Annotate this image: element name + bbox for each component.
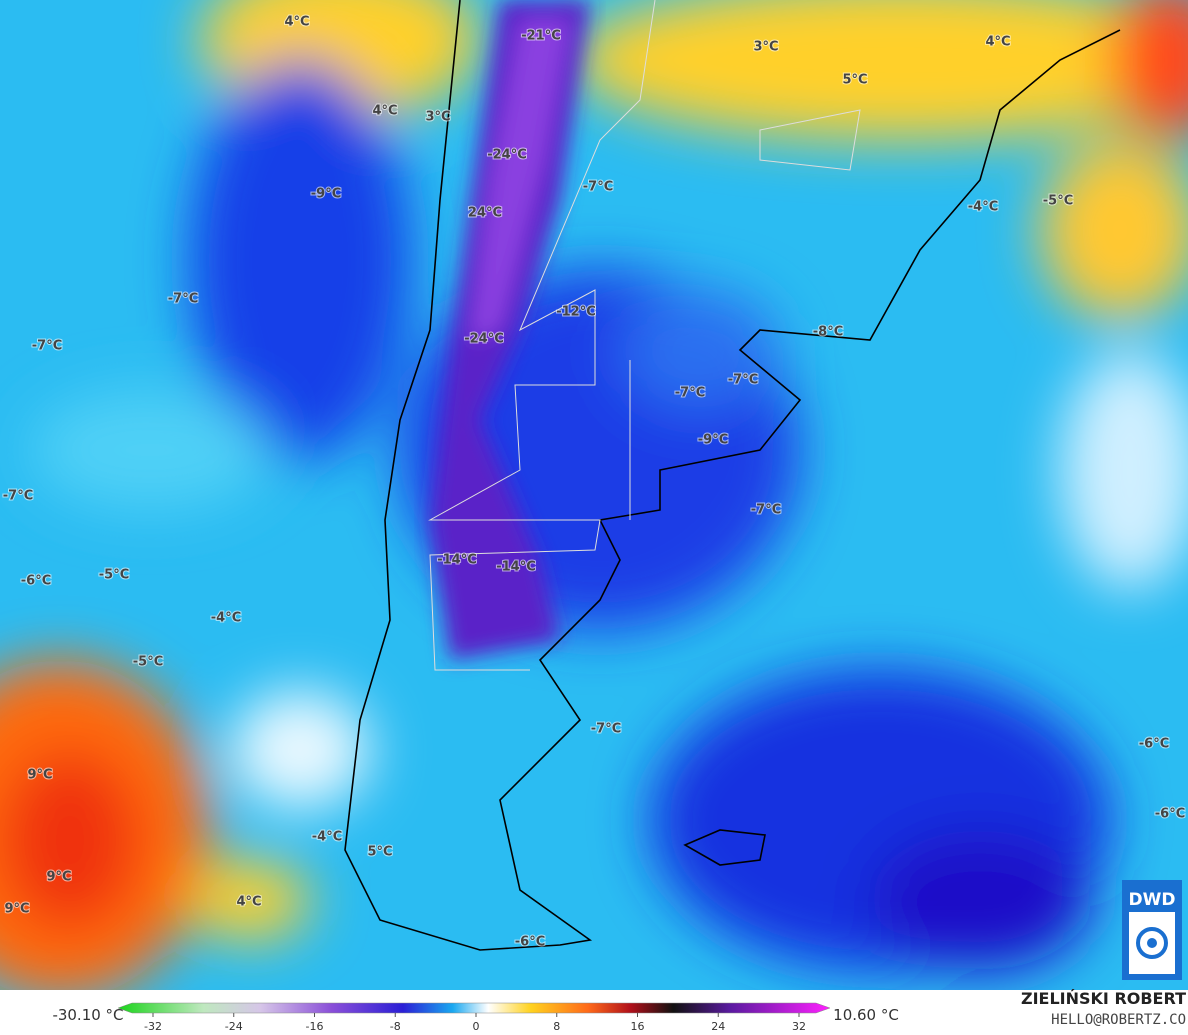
map-labels: 4°C 3°C 4°C 5°C -21°C 4°C 3°C -9°C -24°C -7°C -4°C… (2, 14, 1186, 951)
temperature-label: -5°C (99, 568, 129, 583)
temperature-label: 24°C (468, 206, 502, 221)
colorbar-tick-label: 32 (792, 1020, 806, 1033)
temperature-label: 4°C (372, 104, 397, 119)
temperature-label: -9°C (311, 187, 341, 202)
colorbar-tick-label: -32 (144, 1020, 162, 1033)
colorbar-tick-label: 8 (553, 1020, 560, 1033)
temperature-label: -21°C (521, 29, 561, 44)
colorbar-min: -30.10 °C (52, 1006, 123, 1024)
temperature-label: -8°C (813, 325, 843, 340)
temperature-label: -14°C (496, 560, 536, 575)
temperature-label: -24°C (487, 148, 527, 163)
temperature-label: -7°C (675, 386, 705, 401)
temperature-label: -7°C (32, 339, 62, 354)
temperature-label: -7°C (168, 292, 198, 307)
colorbar (117, 1002, 831, 1014)
temperature-label: -4°C (211, 611, 241, 626)
falkland-islands (683, 829, 766, 866)
colorbar-ticks: -32 -24 -16 -8 0 8 16 24 32 (144, 1013, 806, 1033)
temperature-label: 9°C (27, 768, 52, 783)
temperature-label: 3°C (425, 110, 450, 125)
colorbar-max: 10.60 °C (833, 1006, 899, 1024)
temperature-label: -6°C (515, 935, 545, 950)
logo-swirl-core (1147, 938, 1157, 948)
colorbar-tick-label: 24 (711, 1020, 725, 1033)
temperature-label: 4°C (284, 15, 309, 30)
andes-cold-core (430, 0, 590, 660)
colorbar-tick-label: -8 (390, 1020, 401, 1033)
coastline (344, 0, 1121, 951)
temperature-label: -12°C (556, 305, 596, 320)
temperature-label: -7°C (751, 503, 781, 518)
temperature-label: 4°C (236, 895, 261, 910)
temperature-label: -7°C (3, 489, 33, 504)
colorbar-tick-label: -24 (225, 1020, 243, 1033)
temperature-label: -4°C (968, 200, 998, 215)
dwd-logo: DWD (1122, 880, 1182, 980)
temperature-label: 5°C (367, 845, 392, 860)
temperature-label: -5°C (133, 655, 163, 670)
colorbar-tick-label: 0 (473, 1020, 480, 1033)
temperature-label: -7°C (728, 373, 758, 388)
logo-swirl (1136, 927, 1168, 959)
temperature-label: 4°C (985, 35, 1010, 50)
temperature-label: -6°C (1155, 807, 1185, 822)
borders (428, 0, 861, 671)
temperature-label: -7°C (583, 180, 613, 195)
temperature-label: -14°C (437, 553, 477, 568)
contact: HELLO@ROBERTZ.CO (1051, 1012, 1186, 1028)
colorbar-tick-label: 16 (631, 1020, 645, 1033)
temperature-label: 5°C (842, 73, 867, 88)
author: ZIELIŃSKI ROBERT (1021, 989, 1186, 1008)
temperature-label: -24°C (464, 332, 504, 347)
temperature-label: -9°C (698, 433, 728, 448)
temperature-label: -7°C (591, 722, 621, 737)
temperature-label: -6°C (1139, 737, 1169, 752)
temperature-label: -5°C (1043, 194, 1073, 209)
temperature-label: 3°C (753, 40, 778, 55)
colorbar-tick-label: -16 (306, 1020, 324, 1033)
temperature-label: 9°C (4, 902, 29, 917)
map: 4°C 3°C 4°C 5°C -21°C 4°C 3°C -9°C -24°C -7°C -4°C… (0, 0, 1188, 1000)
temperature-label: 9°C (46, 870, 71, 885)
logo-text: DWD (1129, 890, 1176, 910)
temperature-label: -4°C (312, 830, 342, 845)
temperature-label: -6°C (21, 574, 51, 589)
